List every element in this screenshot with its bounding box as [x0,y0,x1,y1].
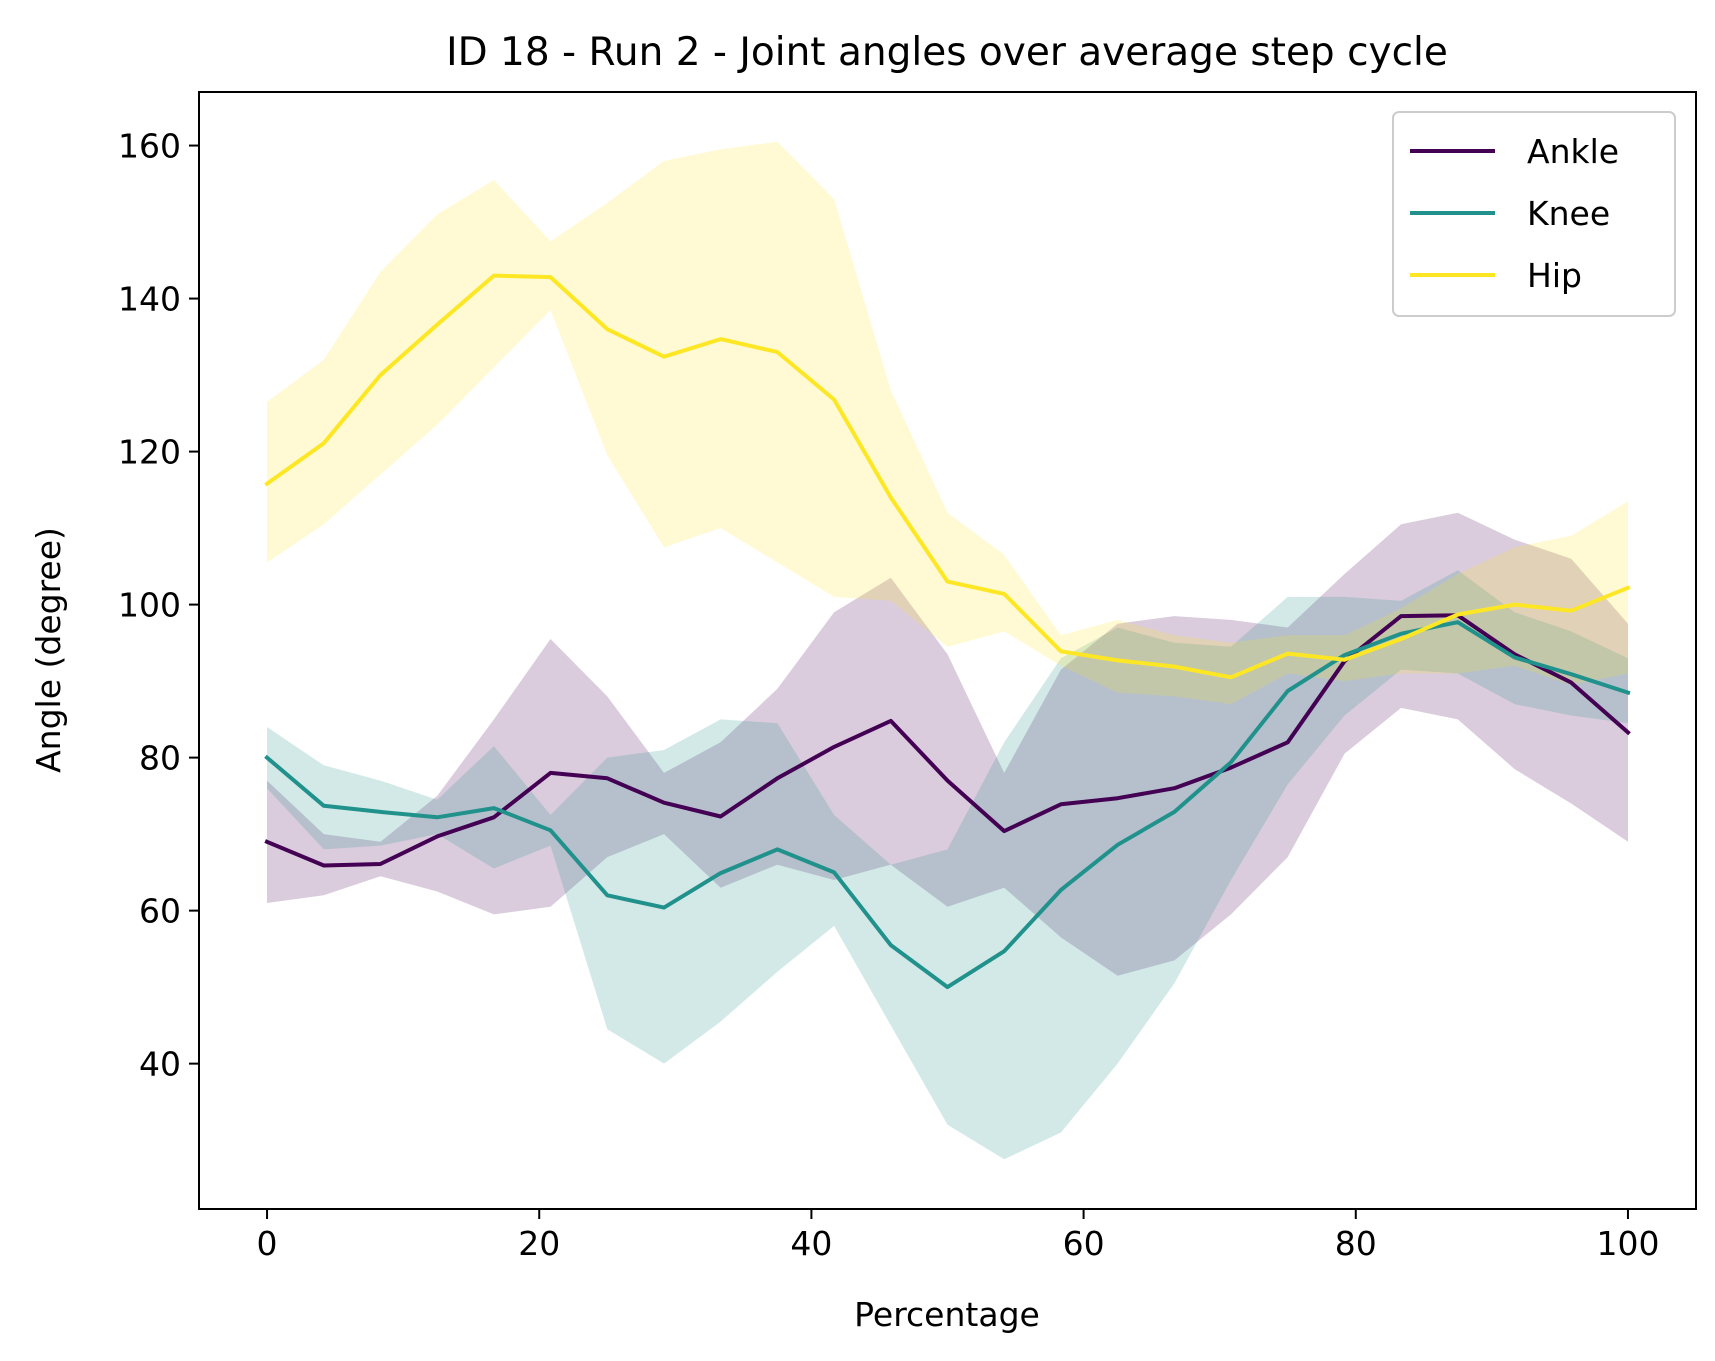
legend-box [1392,111,1676,317]
x-tick-label: 80 [1335,1224,1377,1263]
legend-label-hip: Hip [1527,256,1582,295]
x-axis-ticks: 0 20 40 60 80 100 [257,1209,1659,1263]
x-tick-label: 60 [1063,1224,1105,1263]
x-tick-label: 20 [518,1224,560,1263]
legend-label-ankle: Ankle [1527,132,1619,171]
knee-line [264,620,1631,990]
hip-band [267,141,1628,705]
y-tick-label: 160 [118,127,181,166]
hip-line [264,273,1631,680]
legend: Ankle Knee Hip [1392,111,1676,317]
chart-title: ID 18 - Run 2 - Joint angles over averag… [446,30,1448,75]
x-axis-label: Percentage [854,1295,1040,1334]
x-tick-label: 40 [790,1224,832,1263]
y-axis-ticks: 40 60 80 100 120 140 160 [118,127,199,1084]
y-axis-label: Angle (degree) [29,527,68,773]
confidence-bands [267,141,1628,1160]
x-tick-label: 0 [257,1224,278,1263]
knee-band [267,570,1628,1160]
y-tick-label: 120 [118,433,181,472]
ankle-line [264,613,1631,868]
legend-label-knee: Knee [1527,194,1610,233]
series-lines [264,273,1631,990]
plot-frame [198,91,1697,1210]
x-tick-label: 100 [1596,1224,1659,1263]
y-tick-label: 40 [139,1045,181,1084]
y-tick-label: 80 [139,739,181,778]
y-tick-label: 100 [118,586,181,625]
ankle-band [267,512,1628,976]
y-tick-label: 140 [118,280,181,319]
y-tick-label: 60 [139,892,181,931]
